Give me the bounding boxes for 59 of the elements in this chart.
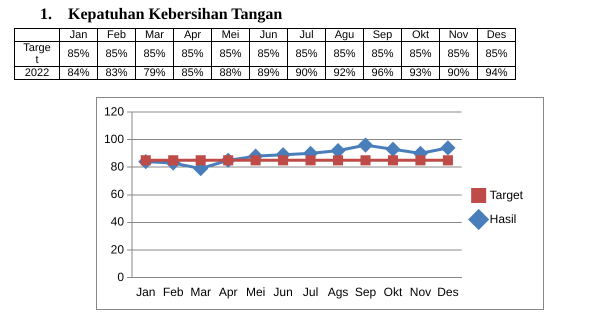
x-tick-label: Okt — [384, 285, 403, 300]
data-label: 85% — [288, 42, 326, 66]
data-label: 88% — [212, 66, 250, 80]
y-tick-label: 80 — [110, 160, 124, 174]
x-tick-label: Des — [478, 28, 516, 42]
data-label: 93% — [402, 66, 440, 80]
x-tick-label: Des — [437, 285, 459, 300]
data-label: 92% — [326, 66, 364, 80]
data-label: 83% — [98, 66, 136, 80]
x-tick-label: Apr — [174, 28, 212, 42]
x-tick-label: Sep — [364, 28, 402, 42]
y-tick-label: 120 — [104, 104, 124, 118]
y-tick-label: 2022 — [14, 66, 60, 80]
y-tick-label: 20 — [110, 242, 124, 256]
x-tick-label: Jul — [302, 285, 318, 300]
x-tick-label: Feb — [162, 285, 184, 300]
data-label: 89% — [250, 66, 288, 80]
x-tick-label: Jan — [136, 285, 156, 300]
x-tick-label: Ags — [328, 285, 348, 300]
data-label: 90% — [440, 66, 478, 80]
data-label: 85% — [326, 42, 364, 66]
x-tick-label: Nov — [410, 285, 432, 300]
data-label: 94% — [478, 66, 516, 80]
data-label: 85% — [250, 42, 288, 66]
data-label: 85% — [174, 66, 212, 80]
x-tick-label: Sep — [354, 285, 377, 300]
x-tick-label: Okt — [402, 28, 440, 42]
data-label: 85% — [60, 42, 98, 66]
x-tick-label: Apr — [218, 285, 238, 300]
data-label: 85% — [212, 42, 250, 66]
x-tick-label: Mei — [246, 285, 266, 300]
x-tick-label: Jul — [288, 28, 326, 42]
data-label: 84% — [60, 66, 98, 80]
x-tick-label: Feb — [98, 28, 136, 42]
x-tick-label: Jan — [60, 28, 98, 42]
x-tick-label: Mar — [136, 28, 174, 42]
legend-label: Target — [490, 188, 524, 202]
y-tick-label: 100 — [104, 132, 124, 146]
x-tick-label: Agu — [326, 28, 364, 42]
x-tick-label: Nov — [440, 28, 478, 42]
legend-label: Hasil — [490, 212, 516, 226]
data-label: 85% — [364, 42, 402, 66]
y-tick-label: 40 — [110, 214, 124, 229]
x-tick-label: Mar — [190, 285, 212, 300]
data-label: 85% — [136, 42, 174, 66]
data-label: 96% — [364, 66, 402, 80]
data-label: 85% — [402, 42, 440, 66]
chart-title: 1. Kepatuhan Kebersihan Tangan — [40, 6, 282, 24]
y-tick-label: 60 — [110, 187, 124, 202]
x-tick-label: Jun — [273, 285, 293, 300]
x-tick-label: Mei — [212, 28, 250, 42]
x-tick-label: Jun — [250, 28, 288, 42]
y-tick-label: 0 — [117, 270, 124, 284]
data-label: 79% — [136, 66, 174, 80]
data-label: 90% — [288, 66, 326, 80]
data-label: 85% — [440, 42, 478, 66]
data-label: 85% — [174, 42, 212, 66]
data-label: 85% — [98, 42, 136, 66]
data-label: 85% — [478, 42, 516, 66]
